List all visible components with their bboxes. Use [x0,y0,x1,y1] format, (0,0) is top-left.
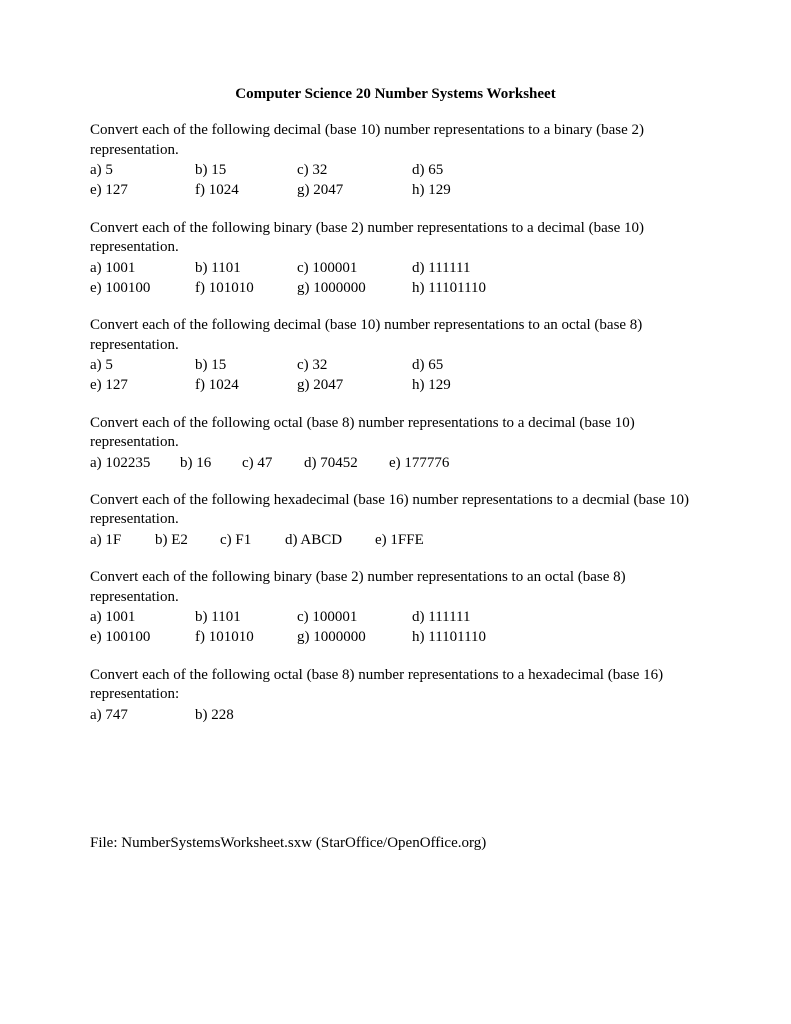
item-cell: d) 70452 [304,453,389,473]
item-cell: h) 129 [412,180,532,200]
item-cell: f) 101010 [195,278,297,298]
item-cell: e) 100100 [90,627,195,647]
item-cell: f) 1024 [195,180,297,200]
item-cell: b) 15 [195,160,297,180]
item-cell: b) 1101 [195,607,297,627]
item-cell: a) 5 [90,355,195,375]
item-cell: d) 65 [412,355,532,375]
section: Convert each of the following decimal (b… [90,121,701,201]
item-cell: a) 102235 [90,453,180,473]
item-cell: h) 11101110 [412,627,532,647]
item-cell: a) 5 [90,160,195,180]
item-cell: a) 747 [90,705,195,725]
item-cell: c) 100001 [297,258,412,278]
items-row: a) 5b) 15c) 32d) 65 [90,160,701,180]
item-cell: h) 129 [412,375,532,395]
items-row: e) 100100f) 101010g) 1000000h) 11101110 [90,278,701,298]
items-row: a) 1001b) 1101c) 100001d) 111111 [90,607,701,627]
worksheet-title: Computer Science 20 Number Systems Works… [90,86,701,103]
item-cell: e) 127 [90,375,195,395]
sections-container: Convert each of the following decimal (b… [90,121,701,725]
items-row: a) 5b) 15c) 32d) 65 [90,355,701,375]
section-prompt: Convert each of the following binary (ba… [90,219,701,258]
item-cell: g) 1000000 [297,278,412,298]
item-cell: b) E2 [155,530,220,550]
section: Convert each of the following octal (bas… [90,666,701,725]
item-cell: f) 1024 [195,375,297,395]
item-cell: g) 1000000 [297,627,412,647]
items-row: a) 1001b) 1101c) 100001d) 111111 [90,258,701,278]
file-footer: File: NumberSystemsWorksheet.sxw (StarOf… [90,835,701,852]
item-cell: g) 2047 [297,180,412,200]
item-cell: f) 101010 [195,627,297,647]
item-cell: e) 177776 [389,453,474,473]
items-row: a) 102235b) 16c) 47d) 70452e) 177776 [90,453,701,473]
items-row: a) 1Fb) E2c) F1d) ABCDe) 1FFE [90,530,701,550]
section: Convert each of the following decimal (b… [90,316,701,396]
item-cell: b) 1101 [195,258,297,278]
item-cell: a) 1001 [90,607,195,627]
section-prompt: Convert each of the following decimal (b… [90,121,701,160]
item-cell: d) ABCD [285,530,375,550]
section: Convert each of the following binary (ba… [90,219,701,299]
section: Convert each of the following octal (bas… [90,414,701,473]
item-cell: d) 65 [412,160,532,180]
items-row: e) 100100f) 101010g) 1000000h) 11101110 [90,627,701,647]
item-cell: b) 228 [195,705,295,725]
item-cell: b) 15 [195,355,297,375]
item-cell: e) 1FFE [375,530,455,550]
item-cell: e) 100100 [90,278,195,298]
item-cell: g) 2047 [297,375,412,395]
item-cell: a) 1F [90,530,155,550]
item-cell: c) 47 [242,453,304,473]
worksheet-page: Computer Science 20 Number Systems Works… [0,0,791,852]
section-prompt: Convert each of the following decimal (b… [90,316,701,355]
section: Convert each of the following hexadecima… [90,491,701,550]
item-cell: c) F1 [220,530,285,550]
item-cell: e) 127 [90,180,195,200]
section-prompt: Convert each of the following octal (bas… [90,666,701,705]
section: Convert each of the following binary (ba… [90,568,701,648]
item-cell: c) 32 [297,160,412,180]
item-cell: a) 1001 [90,258,195,278]
section-prompt: Convert each of the following binary (ba… [90,568,701,607]
item-cell: d) 111111 [412,258,532,278]
section-prompt: Convert each of the following octal (bas… [90,414,701,453]
items-row: a) 747b) 228 [90,705,701,725]
section-prompt: Convert each of the following hexadecima… [90,491,701,530]
items-row: e) 127f) 1024g) 2047h) 129 [90,180,701,200]
item-cell: c) 100001 [297,607,412,627]
item-cell: h) 11101110 [412,278,532,298]
item-cell: b) 16 [180,453,242,473]
item-cell: c) 32 [297,355,412,375]
item-cell: d) 111111 [412,607,532,627]
items-row: e) 127f) 1024g) 2047h) 129 [90,375,701,395]
